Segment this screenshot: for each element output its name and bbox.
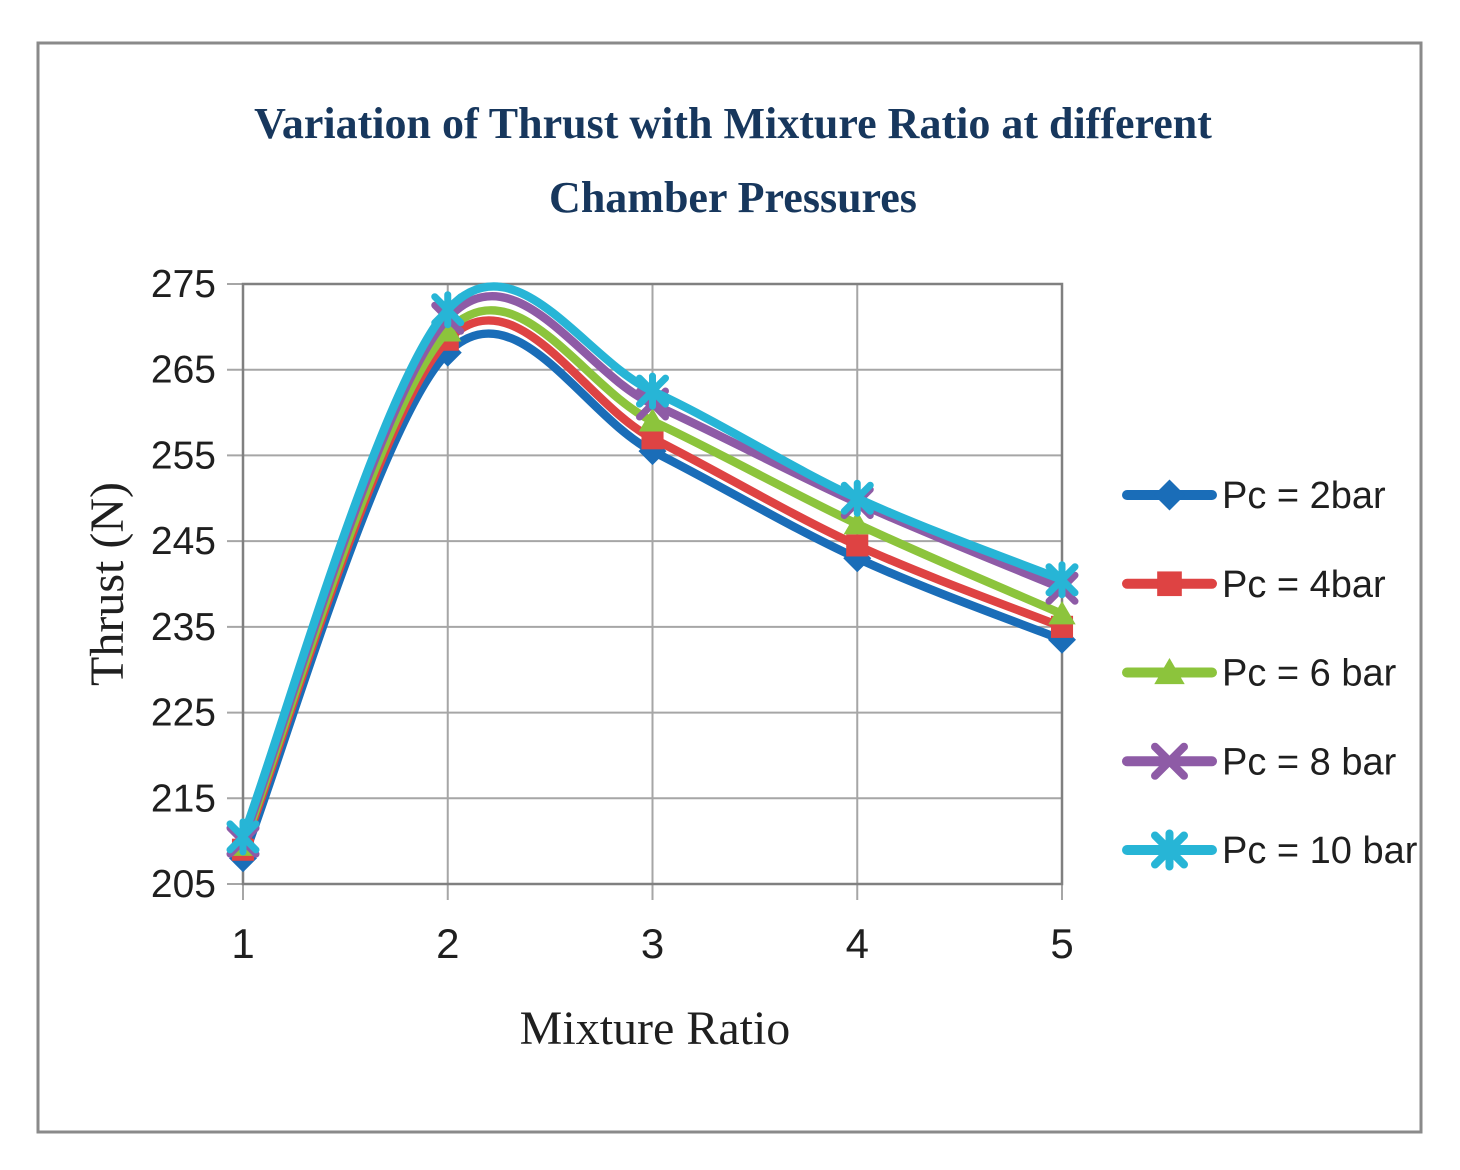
- marker-pc-10-bar-x5: [1045, 561, 1079, 599]
- y-tick-label-215: 215: [151, 777, 216, 820]
- series-layer: [226, 282, 1079, 873]
- legend: Pc = 2bar Pc = 4bar Pc = 6 bar Pc = 8 bar Pc…: [1122, 475, 1418, 872]
- legend-label-pc-2bar: Pc = 2bar: [1222, 475, 1386, 517]
- x-tick-label-4: 4: [846, 920, 869, 967]
- marker-pc-10-bar-x2: [431, 291, 465, 329]
- y-tick-label-275: 275: [151, 263, 216, 306]
- legend-marker-pc-4bar: [1157, 571, 1182, 597]
- y-axis-title: Thrust (N): [81, 482, 134, 686]
- x-axis-title: Mixture Ratio: [520, 1002, 791, 1055]
- y-tick-label-245: 245: [151, 520, 216, 563]
- marker-pc-6-bar-x4: [843, 511, 871, 535]
- x-tick-label-2: 2: [436, 920, 459, 967]
- x-tick-label-5: 5: [1050, 920, 1073, 967]
- chart-title-line-1: Variation of Thrust with Mixture Ratio a…: [254, 99, 1212, 148]
- y-tick-label-225: 225: [151, 692, 216, 735]
- marker-pc-10-bar-x3: [636, 372, 669, 410]
- marker-pc-6-bar-x5: [1048, 601, 1076, 625]
- legend-label-pc-4bar: Pc = 4bar: [1222, 564, 1386, 606]
- legend-marker-pc-2bar: [1154, 479, 1185, 511]
- y-tick-label-255: 255: [151, 434, 216, 477]
- marker-pc-10-bar-x4: [840, 479, 874, 517]
- legend-item-pc-4bar: Pc = 4bar: [1122, 564, 1386, 606]
- legend-item-pc-6-bar: Pc = 6 bar: [1122, 653, 1397, 695]
- marker-pc-4bar-x3: [641, 427, 664, 450]
- legend-item-pc-2bar: Pc = 2bar: [1122, 475, 1386, 517]
- figure-border: [36, 41, 1423, 1134]
- legend-marker-pc-6-bar: [1154, 658, 1185, 685]
- tick-labels: 205 215 225 235 245 255 265 275 1 2 3 4 5: [151, 263, 1074, 967]
- y-tick-label-265: 265: [151, 349, 216, 392]
- legend-item-pc-8-bar: Pc = 8 bar: [1122, 741, 1397, 783]
- legend-marker-pc-10-bar: [1151, 829, 1188, 871]
- x-tick-label-1: 1: [231, 920, 254, 967]
- marker-pc-4bar-x4: [846, 534, 869, 557]
- chart-title-line-2: Chamber Pressures: [549, 173, 917, 222]
- y-tick-label-205: 205: [151, 863, 216, 906]
- legend-label-pc-6-bar: Pc = 6 bar: [1222, 653, 1397, 695]
- legend-label-pc-8-bar: Pc = 8 bar: [1222, 741, 1397, 783]
- marker-pc-6-bar-x3: [638, 408, 667, 432]
- legend-item-pc-10-bar: Pc = 10 bar: [1122, 829, 1418, 872]
- legend-marker-pc-8-bar: [1151, 742, 1188, 780]
- x-tick-label-3: 3: [641, 920, 664, 967]
- marker-pc-10-bar-x1: [226, 818, 260, 856]
- legend-label-pc-10-bar: Pc = 10 bar: [1222, 830, 1418, 872]
- series-line-pc-10-bar: [238, 282, 1067, 842]
- y-tick-label-235: 235: [151, 606, 216, 649]
- marker-pc-6-bar-x2: [434, 318, 462, 342]
- series-pc-10-bar: [226, 282, 1079, 856]
